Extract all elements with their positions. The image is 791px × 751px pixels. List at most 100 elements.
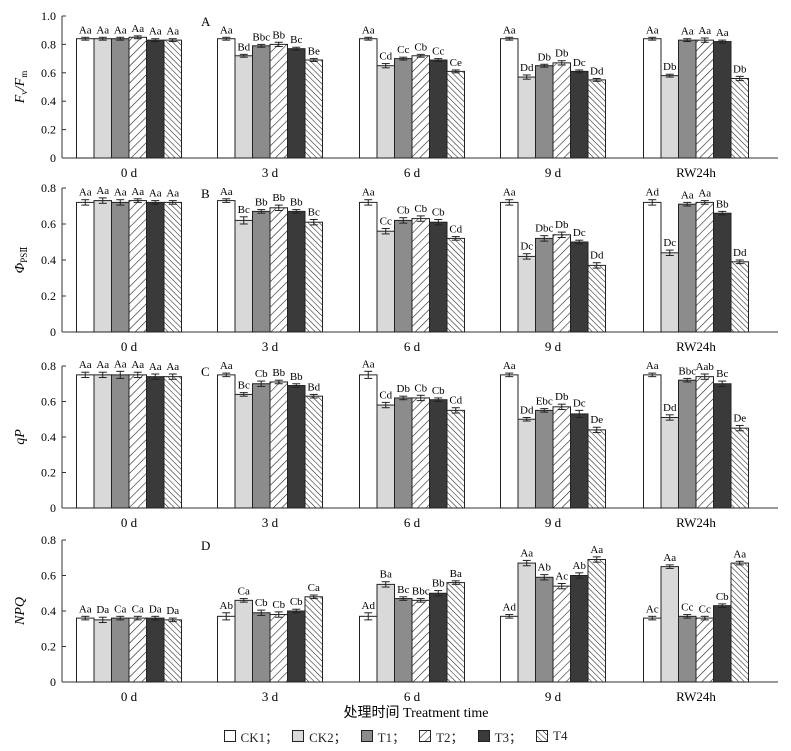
bar-t2 bbox=[128, 200, 147, 333]
significance-label: Ca bbox=[132, 603, 144, 615]
panel-letter: D bbox=[201, 538, 210, 553]
significance-label: Dd bbox=[590, 250, 604, 262]
y-tick-label: 0.4 bbox=[41, 253, 56, 267]
bar-ck1 bbox=[217, 615, 236, 683]
y-tick-label: 0.2 bbox=[41, 640, 56, 654]
bar-t1 bbox=[394, 219, 413, 333]
significance-label: Db bbox=[733, 63, 747, 75]
bar-ck1 bbox=[359, 615, 378, 683]
significance-label: Bb bbox=[272, 367, 285, 379]
bar-t4 bbox=[446, 409, 465, 509]
significance-label: Bbc bbox=[252, 31, 270, 43]
y-axis-title-main: qP bbox=[13, 429, 28, 445]
significance-label: Aa bbox=[79, 359, 92, 371]
bar-t1 bbox=[394, 598, 413, 683]
bar-t3 bbox=[146, 39, 165, 159]
bar-ck1 bbox=[217, 374, 236, 509]
bar-t2 bbox=[269, 614, 288, 683]
significance-label: De bbox=[590, 414, 603, 426]
significance-label: Bb bbox=[290, 371, 303, 383]
significance-label: Db bbox=[555, 219, 569, 231]
bar-t4 bbox=[587, 79, 606, 159]
y-tick-label: 0.8 bbox=[41, 359, 56, 373]
significance-label: Db bbox=[397, 383, 411, 395]
y-tick-label: 0 bbox=[50, 675, 56, 689]
bar-ck2 bbox=[517, 562, 536, 683]
y-axis-title-sub2: m bbox=[19, 71, 29, 78]
bar-ck2 bbox=[234, 599, 253, 683]
legend-item-t4: T4 bbox=[536, 728, 567, 744]
significance-label: Aa bbox=[520, 547, 533, 559]
panel-c: 0 0.2 0.4 0.6 0.8 qP C 0 d 3 d 6 d 9 d RW24h Aa Aa Aa A… bbox=[13, 358, 778, 530]
y-axis-title-sub: PSⅡ bbox=[19, 247, 29, 263]
bar-t4 bbox=[446, 70, 465, 159]
significance-label: Cd bbox=[379, 51, 392, 63]
bar-ck1 bbox=[643, 201, 662, 333]
bar-ck2 bbox=[517, 255, 536, 333]
legend-label: T1； bbox=[377, 729, 406, 745]
significance-label: Cb bbox=[414, 41, 427, 53]
bar-t2 bbox=[695, 376, 714, 509]
significance-label: Aa bbox=[79, 24, 92, 36]
significance-label: De bbox=[733, 412, 746, 424]
significance-label: Cc bbox=[380, 216, 392, 228]
y-tick-label: 0.8 bbox=[41, 37, 56, 51]
significance-label: Db bbox=[538, 51, 552, 63]
bar-t4 bbox=[446, 582, 465, 683]
bar-ck2 bbox=[234, 219, 253, 333]
significance-label: Aa bbox=[503, 24, 516, 36]
bar-t2 bbox=[411, 599, 430, 683]
significance-label: Bbc bbox=[678, 365, 696, 377]
significance-label: Dd bbox=[663, 402, 677, 414]
significance-label: Bb bbox=[432, 578, 445, 590]
significance-label: Ca bbox=[238, 586, 250, 598]
significance-label: Da bbox=[149, 603, 162, 615]
bar-ck1 bbox=[500, 374, 519, 509]
panels: 0 0.2 0.4 0.6 0.8 1.0 Fv/Fm A 0 d 3 d 6 d 9 d RW24h A… bbox=[13, 9, 778, 704]
significance-label: Cb bbox=[432, 385, 445, 397]
bar-ck2 bbox=[517, 76, 536, 159]
y-tick-label: 0.2 bbox=[41, 289, 56, 303]
bar-t1 bbox=[678, 379, 697, 509]
significance-label: Aa bbox=[131, 186, 144, 198]
significance-label: Dc bbox=[520, 241, 533, 253]
bar-t1 bbox=[394, 397, 413, 509]
bar-t1 bbox=[535, 409, 554, 509]
significance-label: Aa bbox=[503, 360, 516, 372]
y-tick-label: 0.4 bbox=[41, 430, 56, 444]
significance-label: Aa bbox=[646, 360, 659, 372]
significance-label: Ab bbox=[220, 600, 234, 612]
significance-label: Bb bbox=[255, 197, 268, 209]
x-tick-label: RW24h bbox=[676, 339, 716, 354]
panel-a: 0 0.2 0.4 0.6 0.8 1.0 Fv/Fm A 0 d 3 d 6 d 9 d RW24h A… bbox=[13, 9, 778, 180]
x-tick-label: 6 d bbox=[404, 339, 421, 354]
x-axis-title: 处理时间 Treatment time bbox=[344, 705, 489, 721]
y-tick-label: 0.6 bbox=[41, 66, 56, 80]
bar-t2 bbox=[269, 43, 288, 159]
bar-t3 bbox=[570, 413, 589, 509]
significance-label: Cb bbox=[432, 207, 445, 219]
significance-label: Db bbox=[663, 61, 677, 73]
bar-t1 bbox=[678, 39, 697, 159]
significance-label: Cb bbox=[414, 382, 427, 394]
bar-t2 bbox=[695, 617, 714, 683]
significance-label: Ab bbox=[573, 560, 587, 572]
bar-t3 bbox=[287, 210, 306, 333]
significance-label: Dd bbox=[590, 65, 604, 77]
significance-label: Bb bbox=[272, 192, 285, 204]
bar-t3 bbox=[287, 610, 306, 683]
bar-t2 bbox=[552, 406, 571, 509]
y-tick-label: 0.8 bbox=[41, 181, 56, 195]
bar-ck2 bbox=[660, 75, 679, 159]
x-tick-label: 3 d bbox=[262, 515, 279, 530]
bar-ck2 bbox=[376, 230, 395, 333]
significance-label: Ba bbox=[450, 568, 462, 580]
x-tick-label: RW24h bbox=[676, 689, 716, 704]
significance-label: Aa bbox=[362, 187, 375, 199]
significance-label: Aa bbox=[79, 187, 92, 199]
significance-label: Bd bbox=[237, 41, 250, 53]
bar-t3 bbox=[287, 385, 306, 509]
x-tick-label: 6 d bbox=[404, 165, 421, 180]
y-tick-label: 0.6 bbox=[41, 217, 56, 231]
y-axis-title-main: F bbox=[13, 94, 28, 104]
